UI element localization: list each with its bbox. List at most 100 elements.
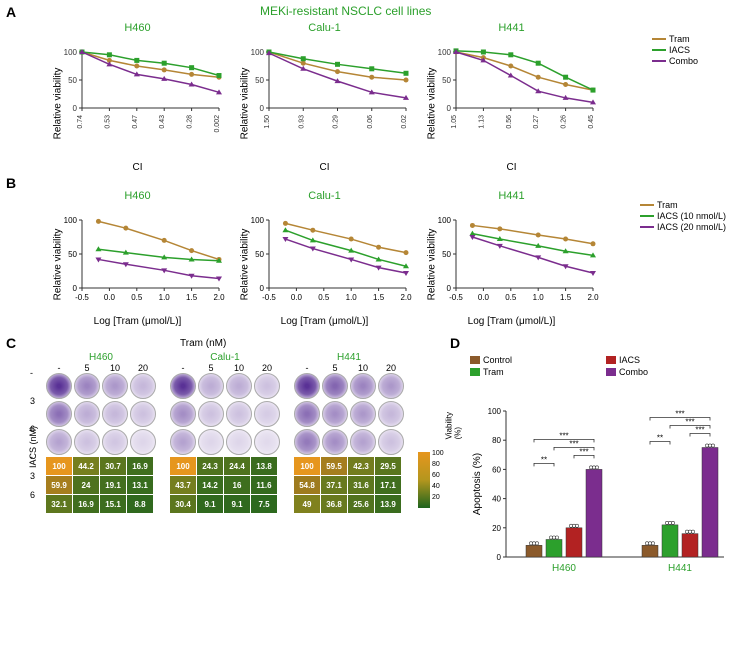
svg-text:50: 50 bbox=[68, 250, 77, 259]
chart-title: H441 bbox=[424, 190, 599, 202]
panel-b-chart: H441Relative viability050100-0.50.00.51.… bbox=[424, 190, 599, 327]
legend-label: Combo bbox=[669, 56, 698, 66]
x-axis-label: Log [Tram (μmol/L)] bbox=[424, 316, 599, 327]
panel-a-chart: H441Relative viability0501001.051.130.56… bbox=[424, 22, 599, 173]
colorbar: Viability (%) bbox=[418, 452, 430, 508]
well bbox=[170, 401, 196, 427]
heat-cell: 37.1 bbox=[321, 476, 347, 494]
heat-cell: 13.8 bbox=[251, 457, 277, 475]
svg-text:H460: H460 bbox=[552, 563, 576, 574]
panel-a-row: H460Relative viability0501000.740.530.47… bbox=[50, 22, 599, 173]
heat-cell: 32.1 bbox=[46, 495, 72, 513]
legend-label: Combo bbox=[619, 367, 648, 377]
panel-label-c: C bbox=[6, 335, 16, 351]
heat-cell: 14.2 bbox=[197, 476, 223, 494]
well-grid bbox=[46, 373, 156, 455]
well bbox=[254, 429, 280, 455]
chart-title: Calu-1 bbox=[237, 190, 412, 202]
heat-cell: 25.6 bbox=[348, 495, 374, 513]
col-header: 20 bbox=[378, 363, 404, 373]
well bbox=[294, 401, 320, 427]
col-header: 5 bbox=[198, 363, 224, 373]
svg-text:0: 0 bbox=[497, 553, 502, 562]
panel-label-d: D bbox=[450, 335, 460, 351]
row-header: - bbox=[30, 368, 35, 396]
legend-item: IACS bbox=[606, 355, 730, 365]
x-axis-label: Log [Tram (μmol/L)] bbox=[237, 316, 412, 327]
svg-text:0.47: 0.47 bbox=[132, 115, 139, 129]
legend-item: Tram bbox=[640, 200, 726, 210]
row-header: 6 bbox=[30, 424, 35, 452]
legend-swatch bbox=[652, 38, 666, 40]
svg-text:50: 50 bbox=[255, 76, 264, 85]
panel-c-column: Calu-1-5102010024.324.413.843.714.21611.… bbox=[170, 352, 280, 513]
svg-text:0.02: 0.02 bbox=[401, 115, 408, 129]
legend-swatch bbox=[470, 368, 480, 376]
col-header: 10 bbox=[226, 363, 252, 373]
y-axis-label: Relative viability bbox=[426, 228, 437, 300]
heat-cell: 15.1 bbox=[100, 495, 126, 513]
svg-text:1.50: 1.50 bbox=[264, 115, 271, 129]
well bbox=[294, 373, 320, 399]
panel-b-chart: Calu-1Relative viability050100-0.50.00.5… bbox=[237, 190, 412, 327]
svg-text:1.0: 1.0 bbox=[159, 293, 171, 302]
heat-cell: 16.9 bbox=[127, 457, 153, 475]
heat-cell: 8.8 bbox=[127, 495, 153, 513]
svg-text:**: ** bbox=[541, 455, 547, 464]
svg-text:0: 0 bbox=[447, 104, 452, 113]
row-header: 3 bbox=[30, 396, 35, 424]
legend-item: Tram bbox=[652, 34, 698, 44]
legend-item: Tram bbox=[470, 367, 594, 377]
heat-cell: 31.6 bbox=[348, 476, 374, 494]
svg-text:H441: H441 bbox=[668, 563, 692, 574]
svg-text:1.0: 1.0 bbox=[533, 293, 545, 302]
heat-cell: 43.7 bbox=[170, 476, 196, 494]
well bbox=[378, 401, 404, 427]
svg-text:0.56: 0.56 bbox=[506, 115, 513, 129]
well bbox=[254, 373, 280, 399]
svg-text:0.002: 0.002 bbox=[214, 115, 221, 133]
well bbox=[322, 373, 348, 399]
svg-text:-0.5: -0.5 bbox=[449, 293, 463, 302]
well bbox=[46, 373, 72, 399]
heat-cell: 42.3 bbox=[348, 457, 374, 475]
legend-swatch bbox=[652, 60, 666, 62]
well bbox=[170, 429, 196, 455]
y-axis-label: Relative viability bbox=[239, 67, 250, 139]
svg-text:0.27: 0.27 bbox=[533, 115, 540, 129]
well bbox=[294, 429, 320, 455]
heat-cell: 13.1 bbox=[127, 476, 153, 494]
chart-title: H460 bbox=[50, 190, 225, 202]
panel-d-legend: Control IACS Tram Combo bbox=[470, 355, 730, 377]
panel-a-chart: H460Relative viability0501000.740.530.47… bbox=[50, 22, 225, 173]
svg-text:50: 50 bbox=[255, 250, 264, 259]
svg-text:***: *** bbox=[675, 410, 684, 419]
heat-cell: 100 bbox=[294, 457, 320, 475]
svg-text:0.5: 0.5 bbox=[505, 293, 517, 302]
panel-c-top-label: Tram (nM) bbox=[180, 338, 226, 349]
well bbox=[350, 401, 376, 427]
heat-cell: 59.5 bbox=[321, 457, 347, 475]
heat-cell: 24 bbox=[73, 476, 99, 494]
legend-label: Control bbox=[483, 355, 512, 365]
well bbox=[254, 401, 280, 427]
heat-cell: 17.1 bbox=[375, 476, 401, 494]
panel-a-chart: Calu-1Relative viability0501001.500.930.… bbox=[237, 22, 412, 173]
svg-text:2.0: 2.0 bbox=[587, 293, 599, 302]
svg-text:0.06: 0.06 bbox=[367, 115, 374, 129]
svg-text:1.13: 1.13 bbox=[478, 115, 485, 129]
svg-text:0: 0 bbox=[73, 284, 78, 293]
legend-label: IACS (20 nmol/L) bbox=[657, 222, 726, 232]
legend-item: Combo bbox=[606, 367, 730, 377]
chart-title: H441 bbox=[424, 22, 599, 34]
legend-item: Control bbox=[470, 355, 594, 365]
col-headers: -51020 bbox=[294, 363, 404, 373]
svg-text:1.5: 1.5 bbox=[186, 293, 198, 302]
heat-cell: 24.4 bbox=[224, 457, 250, 475]
heat-cell: 24.3 bbox=[197, 457, 223, 475]
svg-text:0: 0 bbox=[73, 104, 78, 113]
svg-text:0.0: 0.0 bbox=[104, 293, 116, 302]
svg-text:0.0: 0.0 bbox=[478, 293, 490, 302]
well bbox=[378, 429, 404, 455]
row-header-heat: - bbox=[30, 452, 35, 471]
